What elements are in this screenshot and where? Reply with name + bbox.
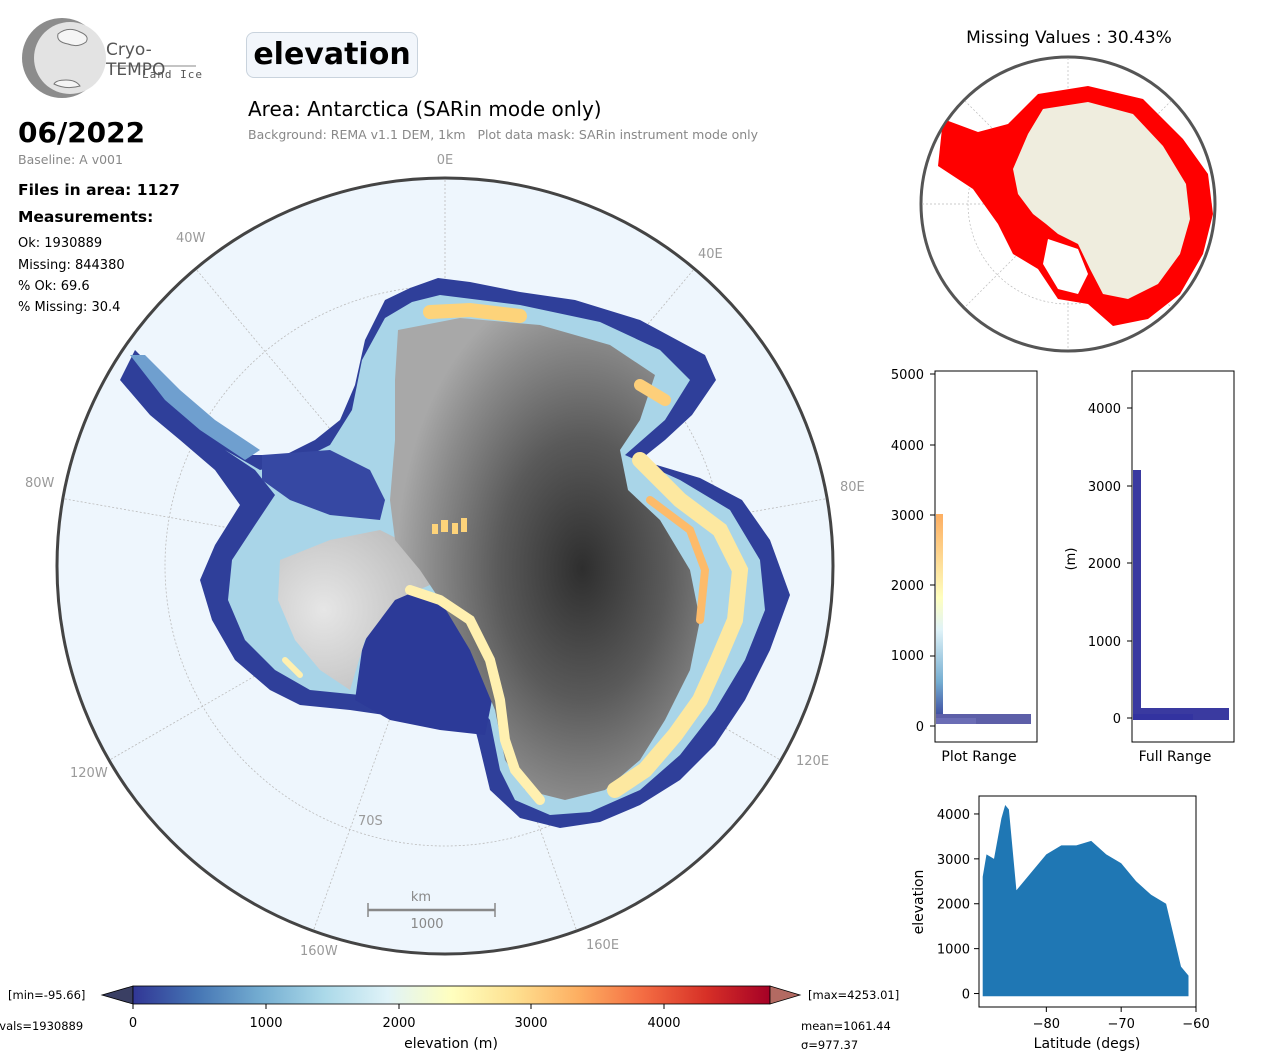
missing-values-title: Missing Values : 30.43% [966,28,1172,48]
lon-label-120E: 120E [796,754,829,769]
logo-sub: Land Ice [142,68,203,81]
scatter-ytick-label: 4000 [937,808,970,823]
measurements-heading: Measurements: [18,208,154,226]
scale-bar: km 1000 [367,890,496,932]
full-range-tick-4000: 4000 [1088,402,1121,417]
plot-range-tick-5000: 5000 [891,368,924,383]
scatter-ytick-label: 1000 [937,943,970,958]
full-range-histogram: 0 1000 2000 3000 4000 (m) Full Range [1064,370,1235,765]
main-map: 0E 40E 80E 120E 160E 160W 120W 80W 40W 7… [25,153,865,959]
files-in-area: Files in area: 1127 [18,181,180,199]
scatter-xtick-label: −80 [1033,1017,1060,1032]
scatter-xtick-label: −60 [1182,1017,1209,1032]
scatter-points [982,805,1189,997]
lat-label-70S: 70S [358,814,383,829]
plot-range-bars [936,514,943,724]
colorbar-max-extend [769,985,802,1005]
scatter-xlabel: Latitude (degs) [1034,1036,1141,1052]
scatter-xtick-label: −70 [1107,1017,1134,1032]
plot-range-tick-1000: 1000 [891,649,924,664]
date-label: 06/2022 [18,116,146,149]
high-elevation-margins [282,302,749,805]
plot-range-tick-0: 0 [916,720,924,735]
lon-label-120W: 120W [70,766,108,781]
elevation-latitude-scatter: −80 −70 −60 0 1000 2000 3000 4000 Latitude (de… [911,795,1210,1052]
colorbar-tick-1000: 1000 [249,1016,282,1031]
west-antarctica [278,530,430,690]
longitude-labels: 0E 40E 80E 120E 160E 160W 120W 80W 40W 7… [25,153,865,959]
scatter-ytick-label: 0 [962,988,970,1003]
area-title: Area: Antarctica (SARin mode only) [248,97,602,121]
colorbar-ticks: 0 1000 2000 3000 4000 [129,1016,681,1031]
scatter-ylabel: elevation [911,870,927,935]
full-range-bars [1133,470,1141,720]
lon-label-160E: 160E [586,938,619,953]
plot-range-histogram: 0 1000 2000 3000 4000 5000 Plot Range [891,368,1038,765]
cryo-tempo-logo: Cryo-TEMPO Land Ice [18,16,208,100]
plot-range-label: Plot Range [941,749,1016,765]
scalebar-unit: km [411,890,431,905]
colorbar-gradient [132,985,771,1005]
continent-land [1013,102,1190,299]
plot-range-yticks: 0 1000 2000 3000 4000 5000 [891,368,924,735]
lon-label-80E: 80E [840,480,865,495]
plot-range-tick-4000: 4000 [891,439,924,454]
colorbar-nvals-label: nvals=1930889 [0,1019,84,1033]
full-range-tick-0: 0 [1113,712,1121,727]
scatter-ytick-label: 3000 [937,853,970,868]
weddell-region [262,450,385,520]
percent-missing: % Missing: 30.4 [18,300,121,315]
east-antarctic-plateau [390,318,700,800]
colorbar-label: elevation (m) [404,1036,498,1052]
scalebar-value: 1000 [410,917,443,932]
ross-sea-area [1043,239,1088,294]
elevation-colorbar: 0 1000 2000 3000 4000 elevation (m) [100,985,802,1052]
plot-range-tick-2000: 2000 [891,579,924,594]
colorbar-max-label: [max=4253.01] [808,988,900,1002]
ok-count: Ok: 1930889 [18,236,103,251]
logo-globe-icon [22,18,196,98]
lon-label-40W: 40W [176,231,206,246]
baseline-label: Baseline: A v001 [18,152,123,167]
colorbar-tick-2000: 2000 [382,1016,415,1031]
full-range-yticks: 0 1000 2000 3000 4000 [1088,402,1121,727]
plot-range-tick-3000: 3000 [891,509,924,524]
full-range-label: Full Range [1139,749,1212,765]
full-range-ylabel: (m) [1064,548,1079,571]
colorbar-tick-0: 0 [129,1016,137,1031]
colorbar-tick-3000: 3000 [514,1016,547,1031]
colorbar-tick-4000: 4000 [647,1016,680,1031]
full-range-tick-1000: 1000 [1088,635,1121,650]
full-range-tick-2000: 2000 [1088,557,1121,572]
colorbar-sigma-label: σ=977.37 [801,1038,859,1052]
missing-count: Missing: 844380 [18,258,125,273]
lon-label-40E: 40E [698,247,723,262]
lon-label-0E: 0E [437,153,454,168]
colorbar-mean-label: mean=1061.44 [801,1019,891,1033]
colorbar-min-extend [100,985,134,1005]
inland-cluster [432,518,467,534]
missing-values-map [919,55,1217,353]
logo-name: Cryo-TEMPO [106,40,166,80]
peninsula [130,355,260,460]
map-subtitle: Background: REMA v1.1 DEM, 1km Plot data… [248,127,759,142]
lon-label-80W: 80W [25,476,55,491]
scatter-ytick-label: 2000 [937,898,970,913]
lon-label-160W: 160W [300,944,338,959]
full-range-tick-3000: 3000 [1088,480,1121,495]
variable-title: elevation [246,32,418,78]
percent-ok: % Ok: 69.6 [18,279,90,294]
colorbar-min-label: [min=-95.66] [8,988,86,1002]
